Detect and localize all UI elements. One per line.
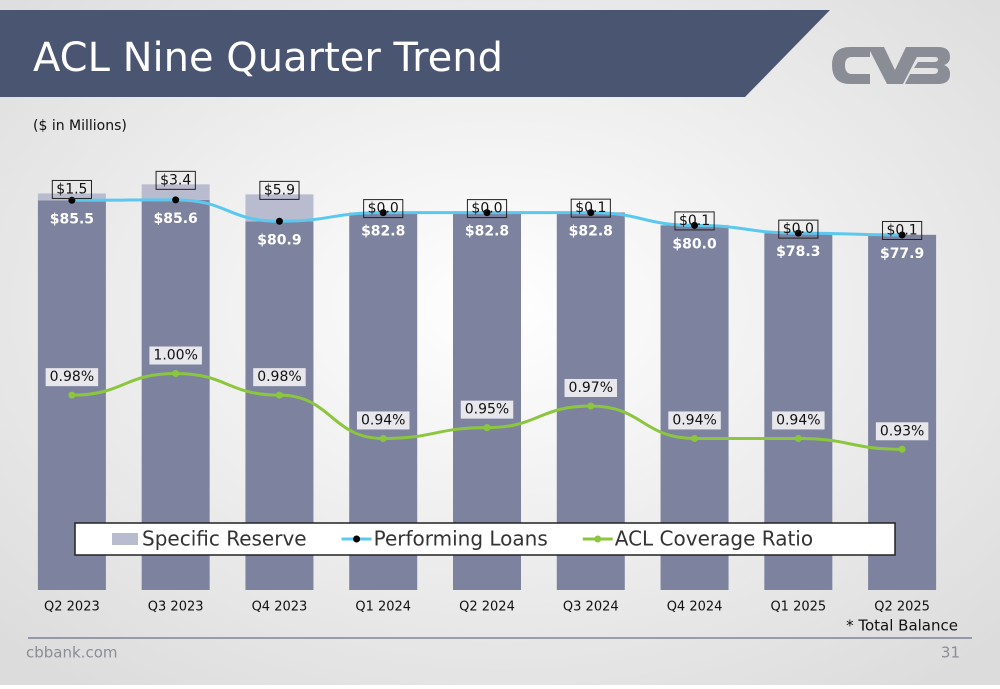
line-point xyxy=(276,218,283,225)
data-label: $0.1 xyxy=(679,213,710,229)
x-tick-label: Q4 2023 xyxy=(252,600,308,615)
data-label: $1.5 xyxy=(56,181,87,197)
reserve-bar xyxy=(245,194,313,221)
legend-label: ACL Coverage Ratio xyxy=(615,527,813,551)
x-tick-label: Q4 2024 xyxy=(667,600,723,615)
legend-label: Performing Loans xyxy=(374,527,548,551)
line-point xyxy=(380,435,387,442)
line-point xyxy=(68,392,75,399)
data-label: $80.9 xyxy=(257,232,301,248)
data-label: 0.93% xyxy=(880,423,924,439)
x-tick-label: Q2 2023 xyxy=(44,600,100,615)
x-tick-label: Q3 2023 xyxy=(148,600,204,615)
data-label: 0.94% xyxy=(776,412,820,428)
data-label: $80.0 xyxy=(672,236,717,252)
data-label: $0.0 xyxy=(471,201,502,217)
data-label: $82.8 xyxy=(361,224,405,240)
data-label: $82.8 xyxy=(569,224,613,240)
site: cbbank.com xyxy=(26,644,117,662)
line-point xyxy=(587,402,594,409)
data-label: 1.00% xyxy=(153,348,197,364)
page-number: 31 xyxy=(941,644,960,662)
data-label: $5.9 xyxy=(264,182,295,198)
legend-swatch xyxy=(353,536,360,543)
data-label: 0.94% xyxy=(361,412,405,428)
data-label: 0.97% xyxy=(569,380,613,396)
data-label: $85.5 xyxy=(50,211,94,227)
data-label: $78.3 xyxy=(776,244,820,260)
line-point xyxy=(484,424,491,431)
legend-swatch xyxy=(112,533,138,545)
legend-swatch xyxy=(594,536,601,543)
data-label: 0.98% xyxy=(50,369,94,385)
footnote: * Total Balance xyxy=(846,617,958,635)
data-label: $3.4 xyxy=(160,172,191,188)
x-tick-label: Q3 2024 xyxy=(563,600,619,615)
line-point xyxy=(276,392,283,399)
data-label: 0.98% xyxy=(257,369,301,385)
x-tick-label: Q1 2024 xyxy=(355,600,411,615)
x-tick-label: Q2 2025 xyxy=(874,600,930,615)
line-point xyxy=(172,370,179,377)
data-label: $0.0 xyxy=(783,221,814,237)
line-point xyxy=(172,196,179,203)
x-tick-label: Q2 2024 xyxy=(459,600,515,615)
data-label: 0.94% xyxy=(672,412,716,428)
data-label: 0.95% xyxy=(465,402,509,418)
data-label: $0.0 xyxy=(368,201,399,217)
data-label: $85.6 xyxy=(154,211,198,227)
data-label: $77.9 xyxy=(880,246,924,262)
data-label: $82.8 xyxy=(465,224,509,240)
title: ACL Nine Quarter Trend xyxy=(33,35,503,81)
line-point xyxy=(795,435,802,442)
legend-label: Specific Reserve xyxy=(142,527,307,551)
data-label: $0.1 xyxy=(887,222,918,238)
data-label: $0.1 xyxy=(575,200,606,216)
x-tick-label: Q1 2025 xyxy=(770,600,826,615)
line-point xyxy=(899,446,906,453)
subtitle: ($ in Millions) xyxy=(33,118,127,134)
line-point xyxy=(691,435,698,442)
line-point xyxy=(68,197,75,204)
